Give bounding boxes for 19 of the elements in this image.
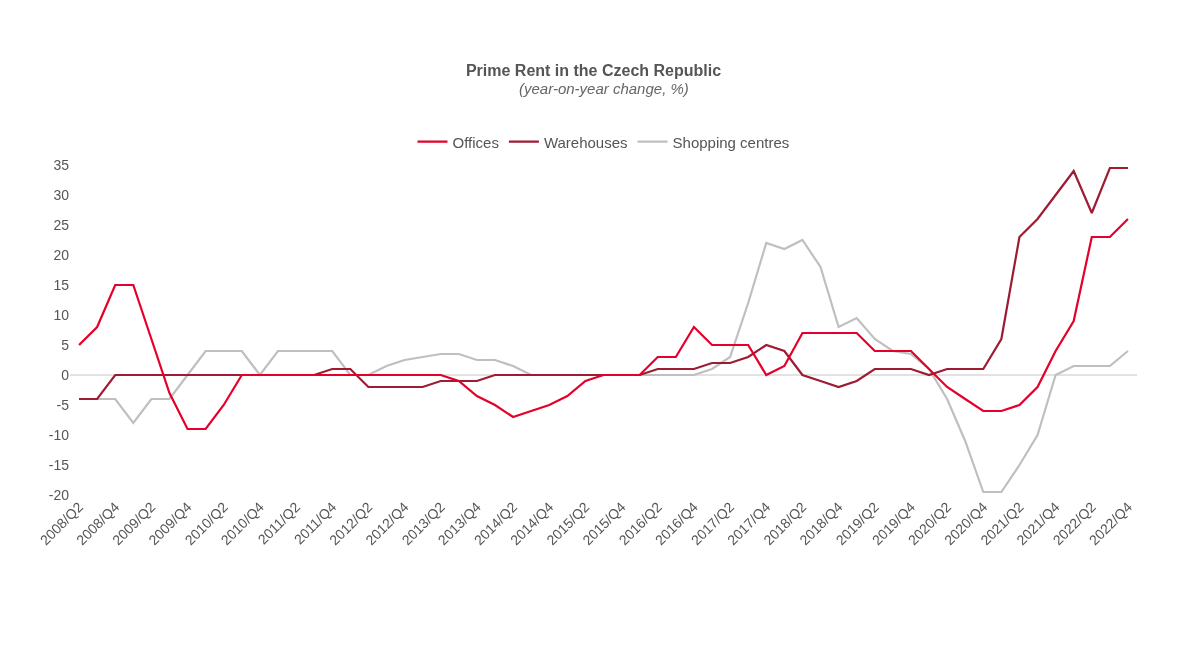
y-tick-label: 20 (53, 246, 70, 263)
line-series (77, 166, 1130, 401)
y-tick-label: 35 (53, 156, 70, 173)
y-tick-label: -15 (48, 456, 70, 473)
y-tick-label: 30 (53, 186, 70, 203)
y-tick-label: 5 (61, 336, 70, 353)
line-series (77, 217, 1130, 431)
y-tick-label: 10 (53, 306, 70, 323)
y-tick-label: 25 (53, 216, 70, 233)
chart-subtitle: (year-on-year change, %) (519, 80, 689, 97)
y-tick-label: -10 (48, 426, 70, 443)
y-tick-label: -5 (56, 396, 70, 413)
chart-title: Prime Rent in the Czech Republic (465, 61, 722, 79)
y-tick-label: 0 (61, 366, 70, 383)
y-tick-label: 15 (53, 276, 70, 293)
legend-label: Warehouses (543, 133, 628, 151)
legend-label: Offices (452, 133, 499, 151)
legend-label: Shopping centres (672, 133, 790, 151)
y-tick-label: -20 (48, 486, 70, 503)
